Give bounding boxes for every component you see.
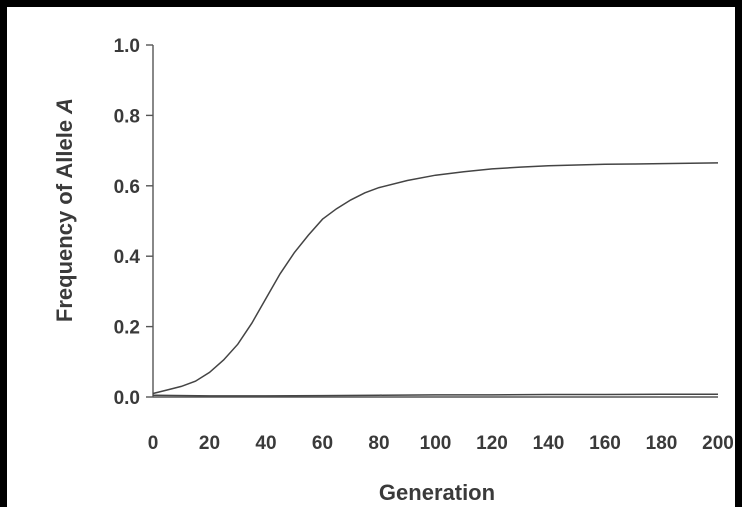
y-axis-label-italic: A: [52, 98, 77, 115]
y-axis-label-text: Frequency of Allele: [52, 114, 77, 322]
series-line-2: [152, 393, 718, 397]
x-axis-label: Generation: [379, 480, 495, 505]
x-tick-label: 0: [148, 433, 159, 454]
y-axis-label: Frequency of Allele A: [52, 98, 77, 322]
x-tick-label: 160: [589, 433, 621, 454]
y-axis: 0.0 0.2 0.4 0.6 0.8 1.0: [114, 36, 154, 409]
x-tick-label: 140: [533, 433, 565, 454]
x-tick-label: 180: [646, 433, 678, 454]
y-tick-label: 0.2: [114, 318, 140, 339]
y-tick-label: 0.6: [114, 177, 140, 198]
y-tick-label: 0.4: [114, 247, 141, 268]
x-axis: 0 20 40 60 80 100 120 140 160 180 200: [148, 396, 734, 454]
series-line-1: [152, 162, 719, 395]
x-tick-label: 100: [420, 433, 452, 454]
x-ticks: 0 20 40 60 80 100 120 140 160 180 200: [148, 433, 734, 454]
x-tick-label: 80: [368, 433, 389, 454]
y-tick-label: 0.8: [114, 106, 140, 127]
y-tick-label: 1.0: [114, 36, 140, 57]
x-tick-label: 200: [702, 433, 734, 454]
series-group: [152, 162, 719, 397]
y-tick-label: 0.0: [114, 388, 140, 409]
x-tick-label: 20: [199, 433, 220, 454]
x-tick-label: 120: [476, 433, 508, 454]
x-tick-label: 40: [255, 433, 276, 454]
x-tick-label: 60: [312, 433, 333, 454]
y-ticks: 0.0 0.2 0.4 0.6 0.8 1.0: [114, 36, 153, 409]
